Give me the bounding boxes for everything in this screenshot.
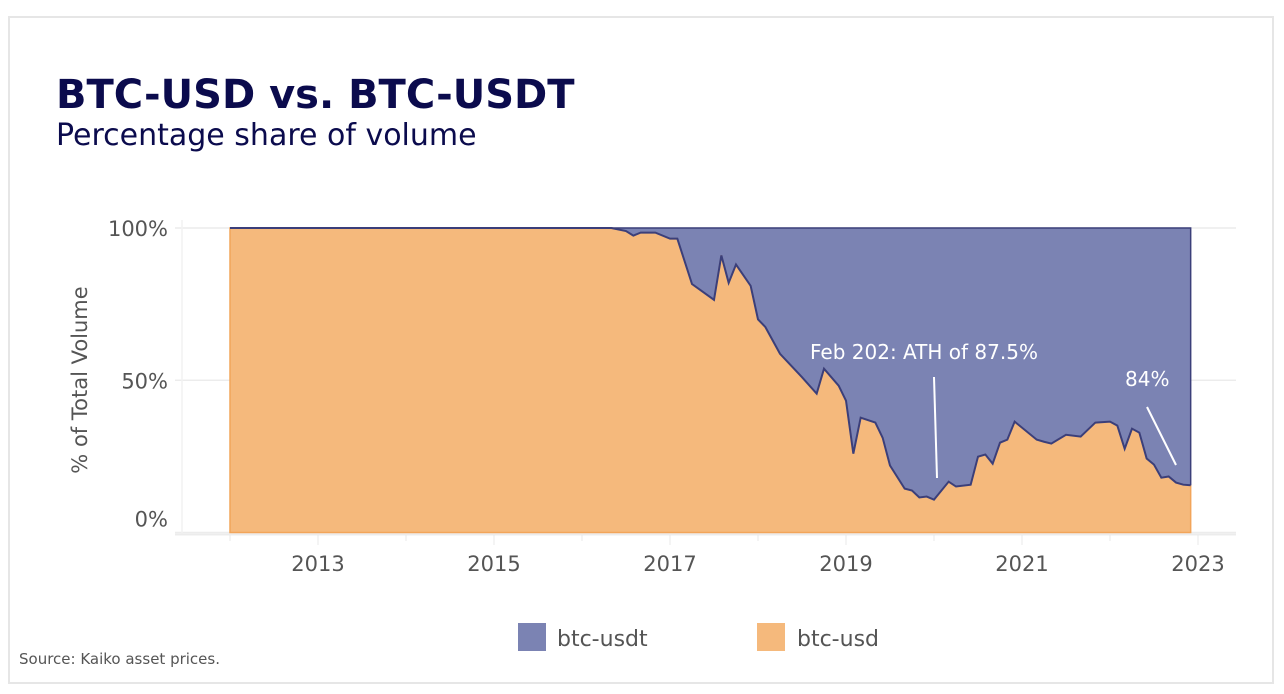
y-tick-label: 100%: [108, 217, 168, 241]
annotation-line-ath: [933, 376, 938, 479]
annotation-line-84: [1146, 406, 1177, 466]
x-tick-label: 2023: [1171, 552, 1224, 576]
x-tick-label: 2017: [643, 552, 696, 576]
chart-frame: [8, 16, 1274, 684]
chart-subtitle: Percentage share of volume: [56, 118, 477, 153]
x-tick-label: 2021: [995, 552, 1048, 576]
x-tick-label: 2013: [291, 552, 344, 576]
chart-title: BTC-USD vs. BTC-USDT: [56, 72, 575, 118]
legend-swatch-btc-usd[interactable]: [757, 623, 785, 651]
legend-label-btc-usdt[interactable]: btc-usdt: [557, 627, 648, 652]
btc-usdt-top-line: [230, 227, 1192, 486]
y-axis-label: % of Total Volume: [68, 286, 92, 473]
y-tick-label: 50%: [121, 369, 168, 393]
source-note: Source: Kaiko asset prices.: [19, 650, 220, 668]
y-tick-label: 0%: [135, 508, 168, 532]
legend-label-btc-usd[interactable]: btc-usd: [797, 627, 879, 652]
x-tick-label: 2019: [819, 552, 872, 576]
legend-swatch-btc-usdt[interactable]: [518, 623, 546, 651]
x-tick-label: 2015: [467, 552, 520, 576]
series-boundary-line: [230, 227, 1191, 501]
annotation-84: 84%: [1125, 367, 1169, 391]
annotation-ath: Feb 202: ATH of 87.5%: [810, 340, 1038, 364]
